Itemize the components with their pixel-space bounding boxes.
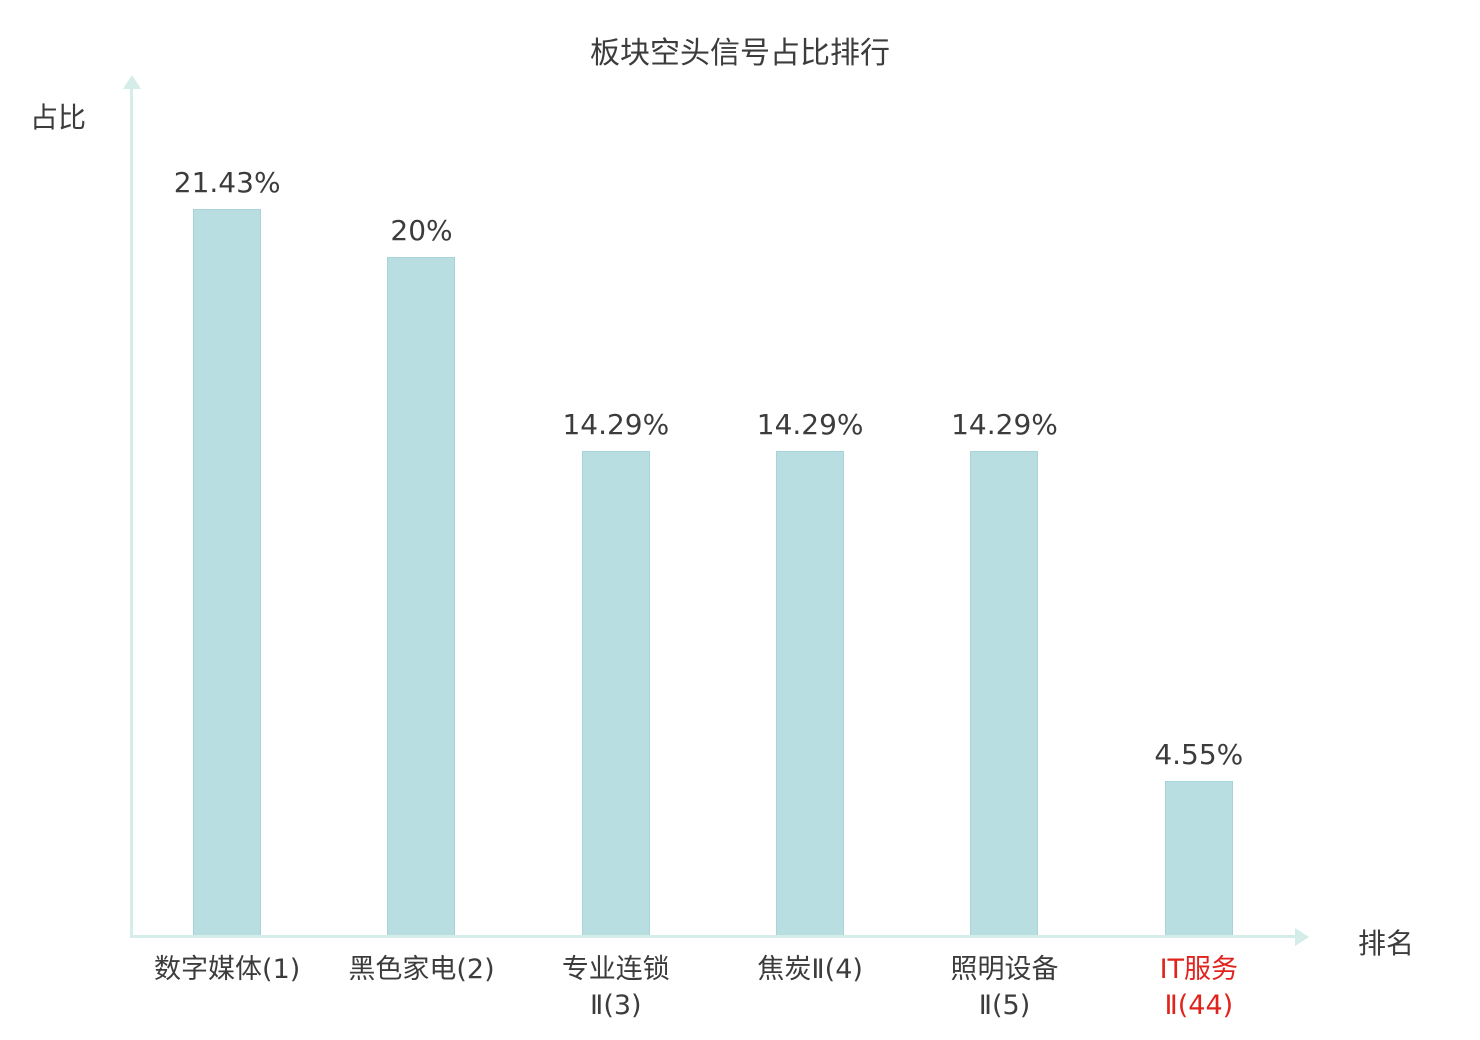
category-label: 焦炭Ⅱ(4)	[757, 954, 863, 985]
category-label: 数字媒体(1)	[154, 954, 301, 985]
chart-title: 板块空头信号占比排行	[590, 36, 890, 71]
bar-column: 20%	[324, 214, 518, 935]
y-axis-arrow-icon	[122, 75, 141, 89]
bar-value-label: 14.29%	[951, 408, 1058, 441]
bar	[776, 451, 845, 935]
y-axis-label: 占比	[30, 101, 87, 134]
x-axis-label: 排名	[1358, 927, 1415, 960]
x-axis-line	[130, 927, 1309, 946]
category-label: 照明设备 Ⅱ(5)	[950, 954, 1059, 1022]
bar-value-label: 4.55%	[1154, 738, 1244, 771]
bar-column: 21.43%	[130, 166, 324, 935]
bar-column: 4.55%	[1102, 738, 1296, 935]
y-axis-line	[122, 75, 141, 938]
bar-column: 14.29%	[907, 408, 1101, 935]
plot-area: 21.43% 20% 14.29% 14.29% 14.29% 4.55%	[122, 75, 1309, 946]
bar-column: 14.29%	[713, 408, 907, 935]
category-label: 黑色家电(2)	[348, 954, 495, 985]
bar-value-label: 20%	[390, 214, 453, 247]
category-label: IT服务 Ⅱ(44)	[1159, 954, 1239, 1022]
bar-column: 14.29%	[519, 408, 713, 935]
bar	[581, 451, 650, 935]
bar-value-label: 14.29%	[562, 408, 670, 441]
bar-value-label: 21.43%	[173, 166, 281, 199]
category-label: 专业连锁 Ⅱ(3)	[561, 954, 670, 1022]
bar	[387, 257, 456, 935]
category-labels-row: 数字媒体(1) 黑色家电(2) 专业连锁 Ⅱ(3) 焦炭Ⅱ(4) 照明设备 Ⅱ(5) IT…	[130, 952, 1296, 1025]
bars-container: 21.43% 20% 14.29% 14.29% 14.29% 4.55%	[130, 88, 1296, 935]
bar	[970, 451, 1039, 935]
x-axis-arrow-icon	[1295, 927, 1309, 946]
bar-value-label: 14.29%	[756, 408, 864, 441]
bar	[193, 209, 262, 935]
bar	[1164, 781, 1233, 935]
